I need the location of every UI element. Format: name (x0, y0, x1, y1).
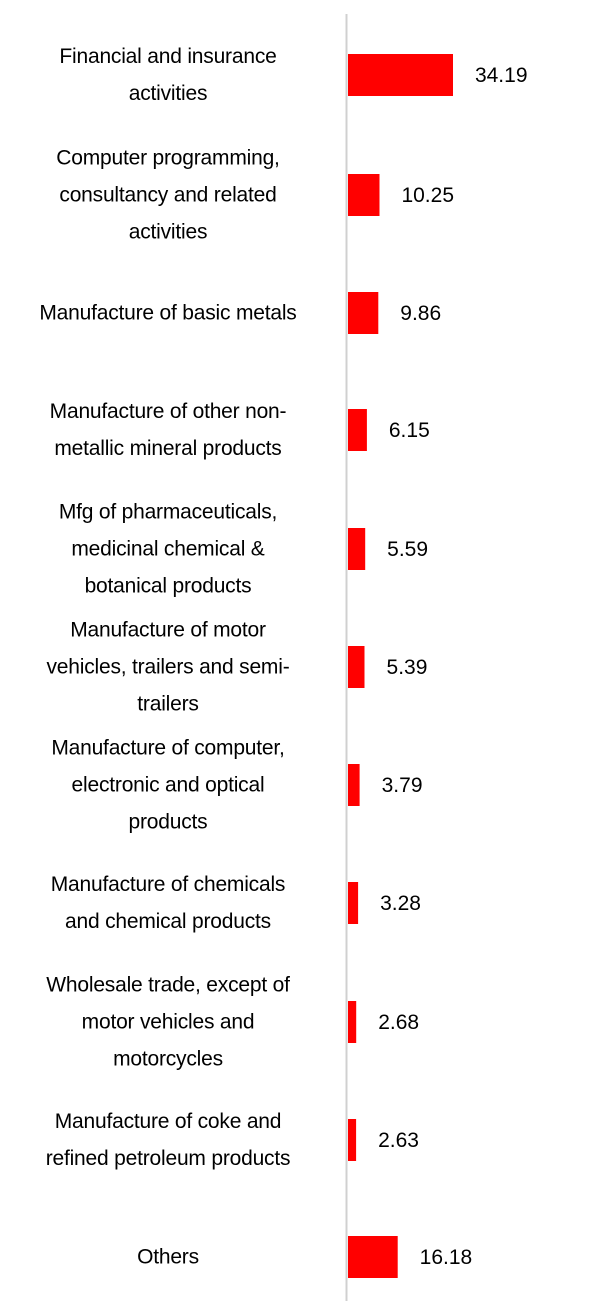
data-label: 6.15 (388, 419, 430, 442)
category-label: Manufacture of chemicals and chemical pro… (50, 873, 286, 933)
bar (348, 174, 380, 216)
bar (348, 54, 453, 96)
category-label: Computer programming, consultancy and rel… (56, 146, 280, 244)
category-label: Mfg of pharmaceuticals, medicinal chemica… (58, 500, 278, 598)
category-label: Manufacture of other non-metallic minera… (49, 400, 287, 460)
bar (348, 409, 367, 451)
data-label: 3.28 (380, 892, 421, 915)
category-label: Manufacture of basic metals (39, 301, 297, 325)
bar (348, 1119, 357, 1161)
category-label: Others (137, 1245, 199, 1269)
category-label: Wholesale trade, except of motor vehicles… (46, 973, 290, 1071)
bar (348, 528, 366, 570)
data-label: 10.25 (401, 184, 455, 207)
category-label: Manufacture of computer, electronic and o… (51, 736, 285, 834)
bar (348, 1236, 398, 1278)
data-label: 34.19 (474, 64, 528, 87)
bar (348, 764, 360, 806)
data-label: 2.68 (378, 1011, 420, 1034)
data-label: 5.39 (386, 656, 428, 679)
category-label: Manufacture of coke and refined petroleum… (45, 1110, 291, 1170)
data-label: 3.79 (381, 774, 423, 797)
bar (348, 1001, 357, 1043)
bar (348, 646, 365, 688)
category-label: Manufacture of motor vehicles, trailers a… (46, 618, 290, 716)
data-label: 2.63 (378, 1129, 419, 1152)
data-label: 9.86 (400, 302, 442, 325)
bar (348, 292, 379, 334)
category-label: Financial and insurance activities (59, 45, 277, 105)
data-label: 16.18 (419, 1246, 473, 1269)
bar (348, 882, 359, 924)
data-label: 5.59 (387, 538, 429, 561)
